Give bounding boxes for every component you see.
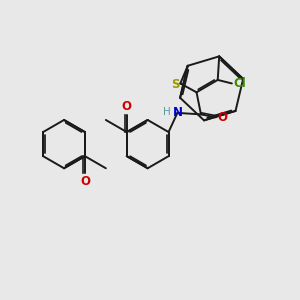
Text: N: N bbox=[172, 106, 182, 119]
Text: O: O bbox=[122, 100, 132, 113]
Text: Cl: Cl bbox=[233, 77, 246, 90]
Text: O: O bbox=[80, 175, 90, 188]
Text: H: H bbox=[163, 107, 171, 117]
Text: O: O bbox=[218, 111, 227, 124]
Text: S: S bbox=[171, 77, 180, 91]
